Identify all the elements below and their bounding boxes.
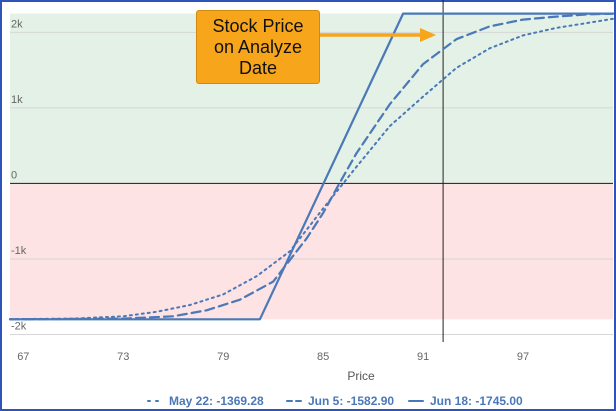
loss-zone	[10, 183, 613, 320]
y-tick-label: 2k	[11, 18, 23, 30]
callout-text: Stock Price on Analyze Date	[212, 15, 304, 78]
y-tick-label: 1k	[11, 94, 23, 106]
x-tick-label: 85	[317, 351, 329, 363]
legend-item: Jun 18: -1745.00	[430, 394, 523, 408]
y-tick-label: 0	[11, 169, 17, 181]
callout-arrow-head	[420, 28, 436, 42]
series-line-dashed	[8, 12, 615, 321]
x-tick-label: 73	[117, 351, 129, 363]
x-tick-label: 91	[417, 351, 429, 363]
x-tick-label: 97	[517, 351, 529, 363]
legend-item: May 22: -1369.28	[169, 394, 264, 408]
x-tick-label: 79	[217, 351, 229, 363]
x-axis-title: Price	[347, 369, 375, 383]
series-line-dotted	[9, 17, 614, 321]
legend-item: Jun 5: -1582.90	[308, 394, 394, 408]
analyze-date-callout: Stock Price on Analyze Date	[196, 10, 320, 84]
x-tick-label: 67	[17, 351, 29, 363]
series-line-solid	[8, 12, 615, 321]
y-tick-label: -1k	[11, 245, 27, 257]
y-tick-label: -2k	[11, 320, 27, 332]
